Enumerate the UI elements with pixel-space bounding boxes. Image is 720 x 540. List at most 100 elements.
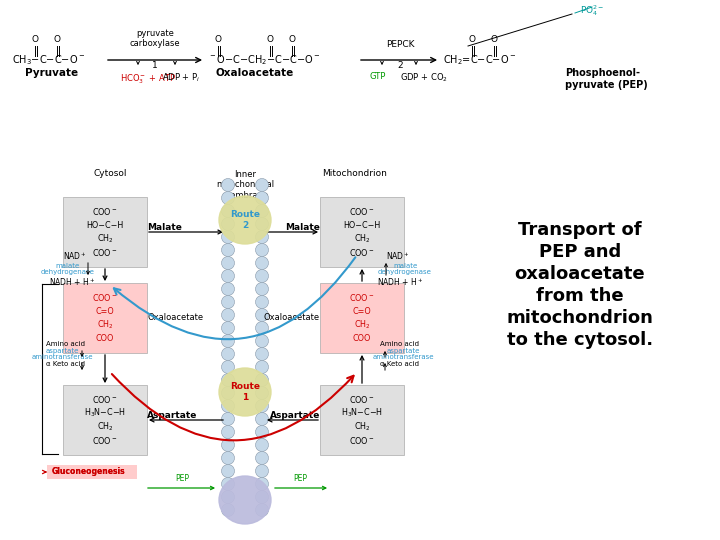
Circle shape bbox=[256, 413, 269, 426]
Text: aminotransferase: aminotransferase bbox=[372, 354, 433, 360]
Text: COO$^-$: COO$^-$ bbox=[92, 292, 118, 303]
Text: CH$_2$=C−C−O$^-$: CH$_2$=C−C−O$^-$ bbox=[443, 53, 516, 67]
Circle shape bbox=[256, 231, 269, 244]
Text: COO$^-$: COO$^-$ bbox=[92, 247, 118, 258]
Circle shape bbox=[222, 231, 235, 244]
Text: PEPCK: PEPCK bbox=[386, 40, 414, 49]
Text: to the cytosol.: to the cytosol. bbox=[507, 331, 653, 349]
Circle shape bbox=[222, 490, 235, 503]
Text: ADP + P$_i$: ADP + P$_i$ bbox=[162, 72, 200, 84]
Circle shape bbox=[222, 438, 235, 451]
Circle shape bbox=[256, 438, 269, 451]
Circle shape bbox=[256, 256, 269, 269]
Text: α Keto acid: α Keto acid bbox=[45, 361, 84, 367]
Circle shape bbox=[222, 503, 235, 516]
Text: Gluconeogenesis: Gluconeogenesis bbox=[52, 468, 125, 476]
Circle shape bbox=[256, 361, 269, 374]
Circle shape bbox=[256, 464, 269, 477]
Text: Mitochondrion: Mitochondrion bbox=[323, 168, 387, 178]
Text: Aspartate: Aspartate bbox=[269, 410, 320, 420]
Text: COO$^-$: COO$^-$ bbox=[92, 435, 118, 446]
Text: $^-$O−C−CH$_2$−C−C−O$^-$: $^-$O−C−CH$_2$−C−C−O$^-$ bbox=[208, 53, 320, 67]
Text: O: O bbox=[289, 36, 295, 44]
Circle shape bbox=[222, 413, 235, 426]
Text: Amino acid: Amino acid bbox=[380, 341, 420, 347]
Text: aspartate: aspartate bbox=[45, 348, 78, 354]
Text: C=O: C=O bbox=[96, 307, 114, 316]
Text: Amino acid: Amino acid bbox=[45, 341, 84, 347]
Text: H$_3$N−C−H: H$_3$N−C−H bbox=[341, 407, 383, 420]
Text: COO$^-$: COO$^-$ bbox=[349, 435, 374, 446]
Text: Malate: Malate bbox=[285, 222, 320, 232]
Circle shape bbox=[256, 400, 269, 413]
Circle shape bbox=[256, 192, 269, 205]
Circle shape bbox=[222, 477, 235, 490]
Circle shape bbox=[256, 374, 269, 387]
Text: dehydrogenase: dehydrogenase bbox=[41, 269, 95, 275]
Circle shape bbox=[222, 464, 235, 477]
Text: O: O bbox=[266, 36, 274, 44]
Text: aspartate: aspartate bbox=[387, 348, 420, 354]
Text: COO$^-$: COO$^-$ bbox=[349, 206, 374, 217]
Text: CH$_2$: CH$_2$ bbox=[354, 421, 370, 433]
FancyBboxPatch shape bbox=[320, 197, 404, 267]
FancyArrowPatch shape bbox=[112, 374, 354, 440]
Text: O: O bbox=[32, 36, 38, 44]
Text: 2: 2 bbox=[397, 61, 402, 70]
Circle shape bbox=[256, 308, 269, 321]
Circle shape bbox=[222, 282, 235, 295]
Circle shape bbox=[222, 348, 235, 361]
FancyBboxPatch shape bbox=[320, 283, 404, 353]
Circle shape bbox=[222, 321, 235, 334]
Text: CH$_2$: CH$_2$ bbox=[354, 319, 370, 331]
FancyBboxPatch shape bbox=[63, 283, 147, 353]
Circle shape bbox=[222, 256, 235, 269]
FancyBboxPatch shape bbox=[320, 385, 404, 455]
FancyBboxPatch shape bbox=[63, 385, 147, 455]
Text: NADH + H$^+$: NADH + H$^+$ bbox=[49, 276, 95, 288]
Circle shape bbox=[222, 244, 235, 256]
Text: PO$_4^{2-}$: PO$_4^{2-}$ bbox=[580, 3, 604, 18]
Text: COO$^-$: COO$^-$ bbox=[349, 247, 374, 258]
Circle shape bbox=[222, 205, 235, 218]
Text: O: O bbox=[53, 36, 60, 44]
Text: Cytosol: Cytosol bbox=[94, 168, 127, 178]
Text: Aspartate: Aspartate bbox=[147, 410, 197, 420]
Text: GDP + CO$_2$: GDP + CO$_2$ bbox=[400, 72, 448, 84]
Circle shape bbox=[256, 451, 269, 464]
Text: CH$_2$: CH$_2$ bbox=[96, 421, 113, 433]
Circle shape bbox=[222, 308, 235, 321]
Text: Gluconeogenesis: Gluconeogenesis bbox=[52, 468, 125, 476]
Text: HO−C−H: HO−C−H bbox=[86, 221, 124, 230]
Circle shape bbox=[222, 374, 235, 387]
Circle shape bbox=[256, 244, 269, 256]
Ellipse shape bbox=[219, 476, 271, 524]
Text: mitochondrion: mitochondrion bbox=[507, 309, 654, 327]
Text: PEP: PEP bbox=[293, 474, 307, 483]
Text: NADH + H$^+$: NADH + H$^+$ bbox=[377, 276, 423, 288]
Circle shape bbox=[256, 477, 269, 490]
Text: pyruvate
carboxylase: pyruvate carboxylase bbox=[130, 29, 180, 48]
Text: Route
2: Route 2 bbox=[230, 210, 260, 230]
Text: H$_3$N−C−H: H$_3$N−C−H bbox=[84, 407, 126, 420]
Text: Malate: Malate bbox=[147, 222, 182, 232]
Circle shape bbox=[222, 269, 235, 282]
Text: C=O: C=O bbox=[353, 307, 372, 316]
Text: from the: from the bbox=[536, 287, 624, 305]
Circle shape bbox=[256, 334, 269, 348]
Text: dehydrogenase: dehydrogenase bbox=[378, 269, 432, 275]
Text: malate: malate bbox=[393, 263, 417, 269]
Text: aminotransferase: aminotransferase bbox=[31, 354, 93, 360]
Text: CH$_2$: CH$_2$ bbox=[354, 233, 370, 245]
Text: COO$^-$: COO$^-$ bbox=[92, 394, 118, 405]
Circle shape bbox=[222, 179, 235, 192]
Circle shape bbox=[256, 426, 269, 438]
Circle shape bbox=[222, 451, 235, 464]
Circle shape bbox=[222, 361, 235, 374]
Text: Pyruvate: Pyruvate bbox=[25, 68, 78, 78]
Text: NAD$^+$: NAD$^+$ bbox=[386, 250, 410, 262]
Text: COO$^-$: COO$^-$ bbox=[92, 206, 118, 217]
Text: HCO$_3^-$ + ATP: HCO$_3^-$ + ATP bbox=[120, 72, 176, 85]
Circle shape bbox=[256, 503, 269, 516]
Circle shape bbox=[256, 282, 269, 295]
